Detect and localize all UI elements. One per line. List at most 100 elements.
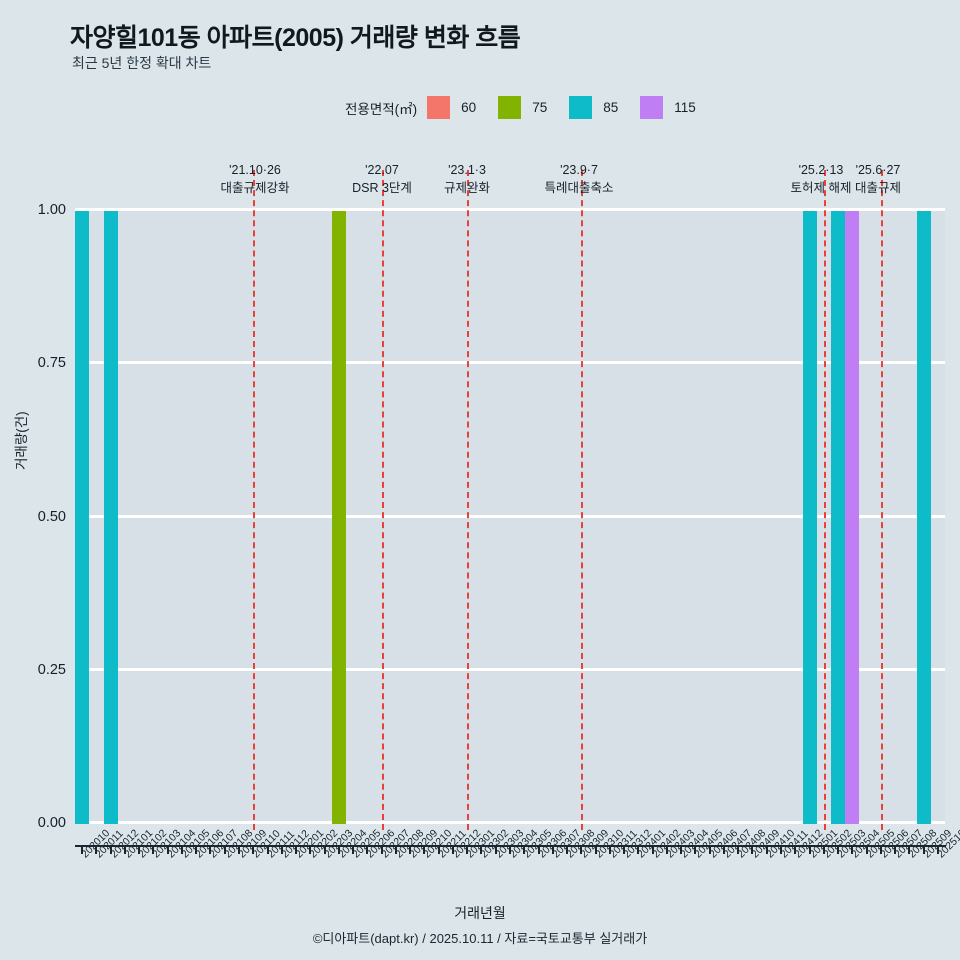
x-tick-mark <box>608 845 611 854</box>
x-tick-mark <box>280 845 283 854</box>
x-tick-mark <box>822 845 825 854</box>
x-tick-mark <box>394 845 397 854</box>
footer-credit: ©디아파트(dapt.kr) / 2025.10.11 / 자료=국토교통부 실… <box>312 931 648 946</box>
x-tick-mark <box>665 845 668 854</box>
y-tick-label: 1.00 <box>37 202 66 218</box>
event-date: '21.10·26 <box>229 163 281 177</box>
x-tick-mark <box>851 845 854 854</box>
x-tick-mark <box>737 845 740 854</box>
x-tick-mark <box>480 845 483 854</box>
x-tick-mark <box>765 845 768 854</box>
event-date: '23.9·7 <box>560 163 598 177</box>
x-tick-mark <box>109 845 112 854</box>
x-tick-mark <box>694 845 697 854</box>
legend-label-85: 85 <box>603 100 619 115</box>
x-tick-mark <box>252 845 255 854</box>
event-line-202502 <box>823 170 826 830</box>
x-tick-mark <box>180 845 183 854</box>
x-tick-mark <box>166 845 169 854</box>
x-tick-mark <box>594 845 597 854</box>
event-text: 토허제 해제 <box>790 181 852 196</box>
gridline <box>75 821 945 824</box>
event-label-202309: '23.9·7 특례대출축소 <box>504 161 654 197</box>
legend-swatch-60 <box>427 96 451 119</box>
x-tick-mark <box>494 845 497 854</box>
x-tick-mark <box>337 845 340 854</box>
page-title: 자양힐101동 아파트(2005) 거래량 변화 흐름 <box>70 24 521 52</box>
event-date: '25.6·27 <box>855 163 901 177</box>
x-tick-mark <box>366 845 369 854</box>
y-tick-label: 0.75 <box>37 355 66 372</box>
legend-label-60: 60 <box>461 100 477 115</box>
x-tick-mark <box>722 845 725 854</box>
event-line-202301 <box>467 170 470 830</box>
event-text: 대출규제강화 <box>220 181 290 196</box>
x-tick-mark <box>908 845 911 854</box>
event-line-202110 <box>253 170 256 830</box>
x-tick-mark <box>352 845 355 854</box>
legend-swatch-115 <box>640 96 664 119</box>
x-tick-mark <box>138 845 141 854</box>
x-tick-mark <box>81 845 84 854</box>
x-tick-mark <box>637 845 640 854</box>
x-tick-mark <box>551 845 554 854</box>
gridline <box>75 208 945 211</box>
x-tick-mark <box>865 845 868 854</box>
bar[interactable] <box>331 211 346 824</box>
x-tick-mark <box>794 845 797 854</box>
x-tick-mark <box>423 845 426 854</box>
plot-area <box>75 208 945 824</box>
x-tick-mark <box>751 845 754 854</box>
legend-title: 전용면적(㎡) <box>345 101 418 117</box>
event-date: '22.07 <box>365 163 399 177</box>
legend-label-75: 75 <box>532 100 548 115</box>
event-label-202110: '21.10·26 대출규제강화 <box>180 161 330 197</box>
y-tick-label: 0.00 <box>37 815 66 831</box>
gridline <box>75 514 945 518</box>
x-tick-mark <box>623 845 626 854</box>
x-tick-mark <box>879 845 882 854</box>
x-tick-mark <box>238 845 241 854</box>
event-line-202207 <box>381 170 384 830</box>
legend-item-75[interactable]: 75 <box>498 96 569 119</box>
event-label-202301: '23.1·3 규제완화 <box>392 161 542 197</box>
bar[interactable] <box>845 211 860 824</box>
bar[interactable] <box>831 211 846 824</box>
y-axis-label: 거래량(건) <box>14 411 29 470</box>
y-tick-label: 0.25 <box>37 661 66 678</box>
x-tick-mark <box>437 845 440 854</box>
x-tick-mark <box>223 845 226 854</box>
legend-item-115[interactable]: 115 <box>640 96 696 119</box>
x-tick-mark <box>837 845 840 854</box>
x-tick-mark <box>566 845 569 854</box>
bar[interactable] <box>802 211 817 824</box>
x-tick-mark <box>580 845 583 854</box>
x-tick-mark <box>651 845 654 854</box>
bar[interactable] <box>103 211 118 824</box>
x-tick-mark <box>266 845 269 854</box>
legend-swatch-85 <box>569 96 593 119</box>
x-tick-mark <box>936 845 939 854</box>
x-tick-mark <box>466 845 469 854</box>
bar[interactable] <box>916 211 931 824</box>
x-tick-mark <box>323 845 326 854</box>
event-text: 규제완화 <box>443 181 490 196</box>
x-tick-mark <box>451 845 454 854</box>
x-tick-mark <box>779 845 782 854</box>
x-tick-mark <box>708 845 711 854</box>
x-tick-mark <box>309 845 312 854</box>
x-tick-mark <box>380 845 383 854</box>
event-line-202506 <box>880 170 883 830</box>
gridline <box>75 361 945 365</box>
gridline <box>75 667 945 671</box>
legend-item-60[interactable]: 60 <box>427 96 498 119</box>
event-label-202506: '25.6·27 대출규제 <box>803 161 953 197</box>
x-tick-mark <box>295 845 298 854</box>
x-axis-label: 거래년월 <box>454 905 506 921</box>
bar[interactable] <box>75 211 90 824</box>
legend-item-85[interactable]: 85 <box>569 96 640 119</box>
x-tick-mark <box>95 845 98 854</box>
event-text: 특례대출축소 <box>544 181 614 196</box>
legend: 전용면적(㎡) 60 75 85 115 <box>345 96 696 119</box>
